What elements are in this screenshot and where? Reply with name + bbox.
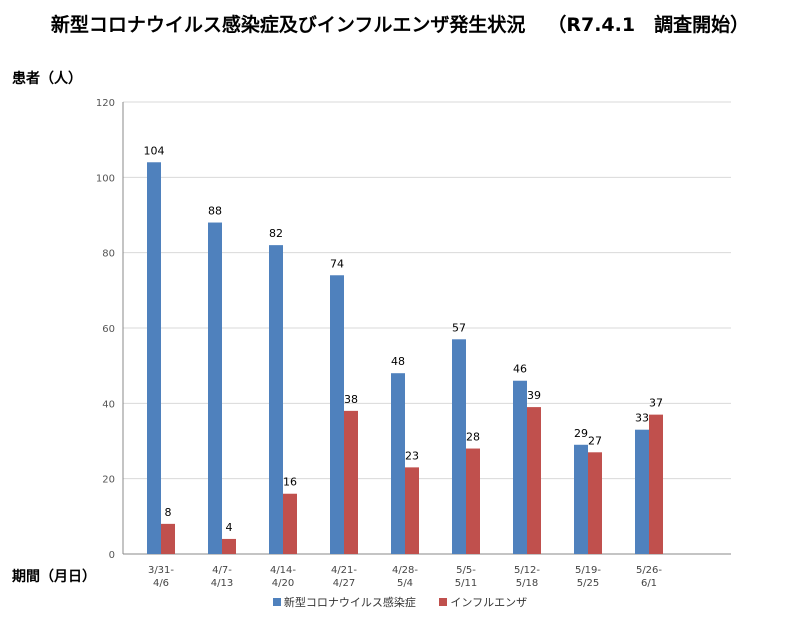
data-label: 57: [452, 321, 466, 334]
data-label: 39: [527, 389, 541, 402]
y-tick-label: 40: [102, 399, 115, 410]
bar-covid: [513, 380, 527, 554]
x-tick-label: 4/14-: [270, 565, 296, 576]
y-tick-label: 20: [102, 475, 115, 486]
bar-covid: [330, 275, 344, 554]
data-label: 23: [405, 449, 419, 462]
x-tick-label: 4/13: [211, 578, 233, 589]
y-tick-label: 120: [96, 98, 115, 109]
data-label: 82: [269, 227, 283, 240]
chart-title: 新型コロナウイルス感染症及びインフルエンザ発生状況 （R7.4.1 調査開始）: [0, 10, 800, 37]
x-tick-label: 6/1: [641, 578, 657, 589]
legend-swatch-flu: [439, 598, 448, 606]
data-label: 4: [226, 521, 233, 534]
legend-item-covid: 新型コロナウイルス感染症: [272, 594, 416, 610]
data-label: 38: [344, 393, 358, 406]
legend-label-covid: 新型コロナウイルス感染症: [283, 596, 416, 609]
legend-label-flu: インフルエンザ: [450, 596, 528, 609]
legend: 新型コロナウイルス感染症 インフルエンザ: [0, 594, 800, 610]
y-tick-label: 0: [109, 550, 115, 561]
data-label: 48: [391, 355, 405, 368]
bar-chart: 0 20 40 60 80 100 120 104 8 3/31- 4/6 88 4 4/7- 4/13 82…: [96, 98, 731, 589]
y-axis-label: 患者（人）: [12, 71, 82, 87]
bar-covid: [147, 162, 161, 554]
bar-flu: [344, 410, 358, 554]
data-label: 28: [466, 431, 480, 444]
bar-covid: [208, 222, 222, 555]
bar-flu: [588, 452, 602, 554]
bar-covid: [391, 373, 405, 554]
bar-flu: [222, 538, 236, 554]
bar-flu: [466, 448, 480, 554]
y-tick-label: 60: [102, 324, 115, 335]
legend-item-flu: インフルエンザ: [439, 594, 527, 610]
bar-covid: [269, 245, 283, 554]
title-main: 新型コロナウイルス感染症及びインフルエンザ発生状況: [50, 14, 526, 36]
x-tick-label: 4/27: [333, 578, 355, 589]
title-subtitle: （R7.4.1 調査開始）: [547, 14, 750, 36]
data-label: 29: [574, 427, 588, 440]
x-tick-label: 5/11: [455, 578, 477, 589]
data-label: 27: [588, 434, 602, 447]
x-tick-label: 3/31-: [148, 565, 174, 576]
data-label: 33: [635, 412, 649, 425]
bar-covid: [452, 339, 466, 554]
x-tick-label: 5/12-: [514, 565, 540, 576]
bar-flu: [283, 493, 297, 554]
x-tick-label: 5/18: [516, 578, 538, 589]
bar-flu: [405, 467, 419, 554]
bar-covid: [574, 444, 588, 554]
bar-covid: [635, 429, 649, 554]
data-label: 88: [208, 205, 222, 218]
x-tick-label: 5/4: [397, 578, 413, 589]
x-tick-label: 4/6: [153, 578, 169, 589]
x-tick-label: 4/20: [272, 578, 294, 589]
data-label: 74: [330, 257, 344, 270]
bar-flu: [161, 523, 175, 554]
data-label: 46: [513, 363, 527, 376]
x-tick-label: 5/19-: [575, 565, 601, 576]
y-tick-label: 100: [96, 173, 115, 184]
x-tick-label: 5/26-: [636, 565, 662, 576]
bar-flu: [649, 414, 663, 554]
x-tick-label: 5/5-: [456, 565, 476, 576]
data-label: 16: [283, 476, 297, 489]
bar-flu: [527, 407, 541, 554]
x-axis-label: 期間（月日）: [12, 569, 96, 585]
x-tick-label: 4/7-: [212, 565, 232, 576]
data-label: 8: [165, 506, 172, 519]
x-tick-label: 5/25: [577, 578, 599, 589]
data-label: 104: [144, 144, 165, 157]
x-tick-label: 4/28-: [392, 565, 418, 576]
y-tick-label: 80: [102, 249, 115, 260]
legend-swatch-covid: [272, 598, 281, 606]
data-label: 37: [649, 397, 663, 410]
x-tick-label: 4/21-: [331, 565, 357, 576]
